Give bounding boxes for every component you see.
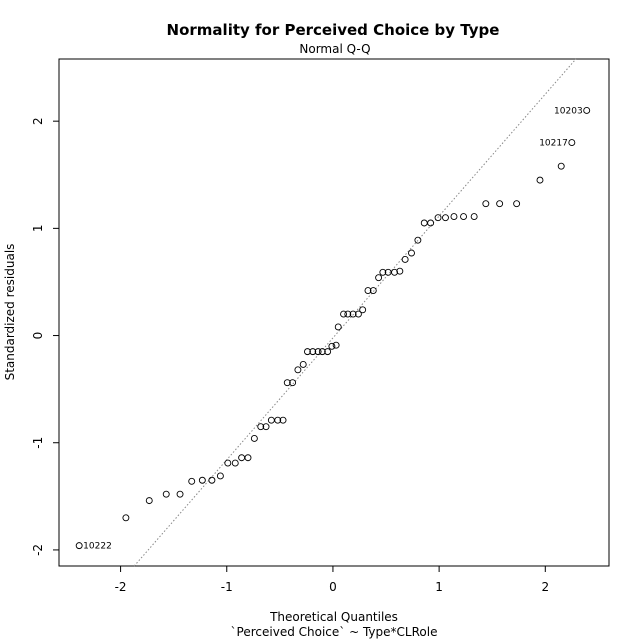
points-layer: 10222 10217 10203 [75, 106, 591, 552]
data-point [216, 472, 224, 480]
data-point [176, 490, 184, 498]
data-point [314, 348, 322, 356]
data-point [299, 361, 307, 368]
data-point [224, 459, 232, 467]
data-point [536, 176, 544, 184]
data-point [334, 323, 342, 331]
data-point [434, 214, 442, 222]
data-point [324, 348, 332, 356]
point-label: 10222 [83, 542, 112, 552]
x-tick-label: -2 [115, 580, 127, 594]
data-point [332, 341, 340, 349]
data-point [257, 423, 265, 431]
data-point [359, 306, 367, 314]
x-tick-label: 1 [435, 580, 443, 594]
data-point [262, 423, 270, 431]
y-tick-label: -2 [31, 544, 45, 556]
data-point [375, 274, 383, 282]
data-point [238, 454, 246, 462]
data-point [414, 236, 422, 244]
data-point [349, 310, 357, 318]
data-point [364, 287, 372, 294]
data-point [267, 416, 275, 424]
data-point [283, 379, 291, 387]
plot-frame [58, 58, 610, 567]
data-point [279, 416, 287, 424]
data-point [318, 348, 326, 356]
x-axis-sublabel: `Perceived Choice` ~ Type*CLRole [231, 625, 438, 639]
x-tick-label: 0 [329, 580, 337, 594]
data-point [354, 310, 362, 318]
data-point [188, 477, 196, 485]
y-tick-label: 2 [31, 117, 45, 125]
data-point [289, 379, 297, 387]
data-point [145, 497, 153, 505]
data-point [340, 310, 348, 318]
y-tick-label: 0 [31, 332, 45, 340]
point-label: 10203 [554, 106, 583, 116]
x-tick-label: -1 [221, 580, 233, 594]
data-point [274, 416, 282, 424]
point-label: 10217 [539, 139, 568, 149]
y-tick-label: -1 [31, 437, 45, 449]
x-tick-label: 2 [541, 580, 549, 594]
reference-line [133, 58, 577, 567]
data-point [250, 434, 258, 442]
data-point [396, 267, 404, 275]
data-point [442, 214, 449, 222]
chart-title: Normality for Perceived Choice by Type [167, 21, 500, 39]
data-point [231, 459, 239, 467]
data-point [408, 249, 415, 257]
data-point [450, 213, 458, 221]
y-axis: -2 -1 0 1 2 [31, 117, 59, 556]
data-point [304, 348, 311, 356]
data-point [122, 514, 130, 522]
x-axis: -2 -1 0 1 2 [115, 566, 549, 594]
data-point [328, 342, 336, 350]
data-point [162, 490, 170, 498]
data-point [470, 213, 478, 221]
data-point [75, 542, 83, 550]
data-point [379, 268, 387, 276]
y-tick-label: 1 [31, 225, 45, 233]
chart-subtitle: Normal Q-Q [299, 42, 370, 56]
data-point [309, 348, 317, 356]
data-point [460, 213, 467, 221]
data-point [391, 268, 398, 276]
x-axis-label: Theoretical Quantiles [269, 610, 398, 624]
data-point [496, 200, 504, 208]
data-point [583, 107, 591, 114]
data-point [401, 255, 409, 263]
data-point [427, 219, 435, 227]
data-point [294, 366, 302, 374]
data-point [198, 476, 206, 484]
y-axis-label: Standardized residuals [3, 244, 17, 381]
data-point [513, 200, 521, 208]
data-point [208, 476, 216, 484]
data-point [420, 219, 428, 227]
data-point [557, 162, 565, 170]
data-point [369, 287, 377, 294]
data-point [244, 454, 252, 462]
data-point [482, 200, 490, 208]
reference-line-layer [133, 58, 577, 567]
data-point [568, 139, 576, 147]
data-point [344, 310, 352, 318]
